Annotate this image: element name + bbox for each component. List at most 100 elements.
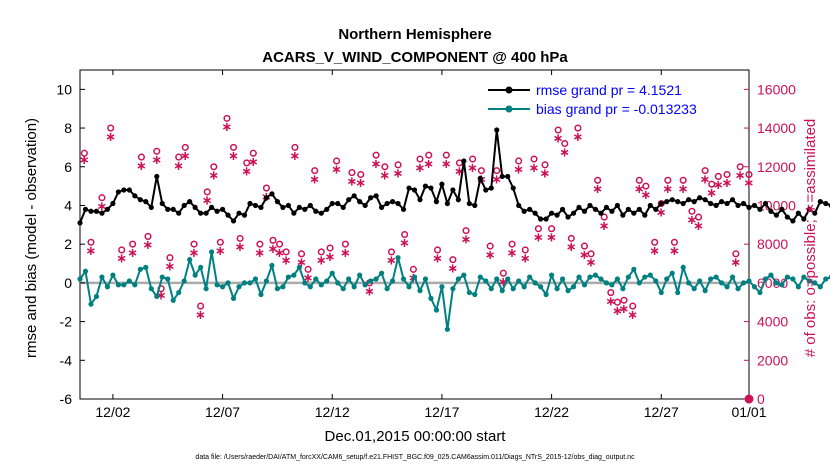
bias-point — [313, 276, 319, 282]
rmse-point — [565, 214, 571, 220]
assimilated-obs-point: ∗ — [143, 238, 154, 253]
rmse-point — [241, 212, 248, 218]
bias-point — [691, 286, 697, 292]
legend-bias-label: bias grand pr = -0.013233 — [536, 101, 697, 117]
bias-point — [285, 274, 291, 280]
rmse-point — [335, 200, 341, 207]
possible-obs-point — [291, 143, 299, 151]
possible-obs-point — [297, 250, 306, 258]
assimilated-obs-point: ∗ — [127, 246, 138, 261]
rmse-point — [505, 173, 511, 180]
rmse-point — [713, 202, 719, 209]
bias-point — [642, 274, 648, 280]
bias-point — [620, 286, 626, 292]
possible-obs-point — [210, 163, 218, 171]
possible-obs-point — [723, 170, 731, 179]
rmse-point — [411, 187, 418, 193]
bias-point — [302, 280, 308, 286]
rmse-point — [88, 208, 94, 214]
rmse-point — [389, 199, 396, 205]
assimilated-obs-point: ∗ — [605, 294, 616, 309]
rmse-point — [455, 197, 461, 203]
rmse-point — [614, 202, 620, 209]
possible-obs-point — [515, 157, 523, 165]
possible-obs-point — [469, 155, 477, 163]
y-right-tick-label: 16000 — [757, 81, 796, 97]
assimilated-obs-point: ∗ — [619, 302, 630, 317]
assimilated-obs-point: ∗ — [513, 163, 524, 178]
rmse-point — [532, 210, 538, 216]
possible-obs-point — [701, 167, 709, 175]
possible-obs-point — [561, 139, 569, 148]
bias-point — [176, 289, 182, 296]
y-left-tick-label: 6 — [64, 159, 72, 175]
rmse-point — [362, 202, 368, 209]
rmse-point — [433, 199, 440, 205]
x-axis-label: Dec.01,2015 00:00:00 start — [325, 428, 507, 445]
assimilated-obs-point: ∗ — [116, 252, 127, 267]
bias-point — [521, 284, 527, 290]
assimilated-obs-point: ∗ — [156, 288, 167, 303]
rmse-point — [521, 208, 527, 214]
possible-obs-point — [620, 296, 628, 304]
bias-series-line — [79, 251, 830, 330]
rmse-point — [680, 200, 686, 207]
bias-point — [406, 284, 412, 290]
assimilated-obs-point: ∗ — [432, 252, 443, 267]
rmse-point — [269, 191, 275, 197]
plot-area: 12/02 12/07 12/12 12/17 12/22 12/27 01/01 -6 -4 -… — [56, 69, 830, 420]
bias-point — [269, 262, 275, 269]
possible-obs-point — [688, 207, 696, 215]
assimilated-obs-point: ∗ — [296, 256, 307, 271]
rmse-point — [790, 218, 796, 224]
possible-obs-point — [736, 163, 744, 171]
rmse-point — [576, 204, 582, 211]
assimilated-obs-point: ∗ — [529, 161, 540, 176]
rmse-point — [636, 206, 642, 212]
possible-obs-point — [587, 250, 595, 258]
rmse-point — [198, 210, 204, 216]
bias-point — [384, 286, 390, 292]
bias-point — [433, 307, 440, 313]
rmse-point — [466, 200, 472, 207]
bias-point — [680, 264, 686, 270]
possible-obs-point — [387, 248, 396, 256]
assimilated-obs-point: ∗ — [281, 254, 292, 269]
bias-point — [104, 284, 111, 290]
bias-point — [148, 286, 154, 292]
bias-point — [494, 276, 500, 282]
bias-point — [653, 278, 659, 284]
assimilated-obs-point: ∗ — [722, 176, 733, 191]
rmse-point — [570, 210, 577, 216]
assimilated-obs-point: ∗ — [340, 246, 351, 261]
rmse-point — [225, 212, 231, 218]
bias-point — [609, 282, 615, 288]
assimilated-obs-point: ∗ — [649, 244, 660, 259]
possible-obs-point — [190, 240, 198, 248]
possible-obs-point — [341, 240, 349, 248]
assimilated-obs-point: ∗ — [180, 149, 191, 164]
data-file-footnote: data file: /Users/raeder/DAI/ATM_forcXX/… — [195, 454, 635, 461]
assimilated-obs-point: ∗ — [415, 161, 426, 176]
bias-point — [773, 280, 780, 286]
rmse-point — [77, 220, 83, 226]
assimilated-obs-point: ∗ — [195, 308, 206, 323]
rmse-point — [444, 200, 451, 207]
assimilated-obs-point: ∗ — [572, 130, 583, 145]
bias-point — [357, 272, 363, 278]
rmse-point — [373, 193, 379, 199]
possible-obs-point — [409, 265, 417, 273]
assimilated-obs-point: ∗ — [730, 256, 741, 271]
bias-point — [82, 268, 89, 274]
bias-point — [324, 278, 330, 284]
bias-point — [565, 288, 571, 294]
assimilated-obs-point: ∗ — [612, 304, 623, 319]
bias-point — [181, 278, 187, 284]
assimilated-obs-point: ∗ — [566, 240, 577, 255]
assimilated-obs-point: ∗ — [559, 145, 570, 160]
rmse-point — [313, 208, 319, 214]
assimilated-obs-point: ∗ — [222, 120, 233, 135]
rmse-point — [450, 187, 456, 193]
bias-point — [280, 284, 286, 290]
